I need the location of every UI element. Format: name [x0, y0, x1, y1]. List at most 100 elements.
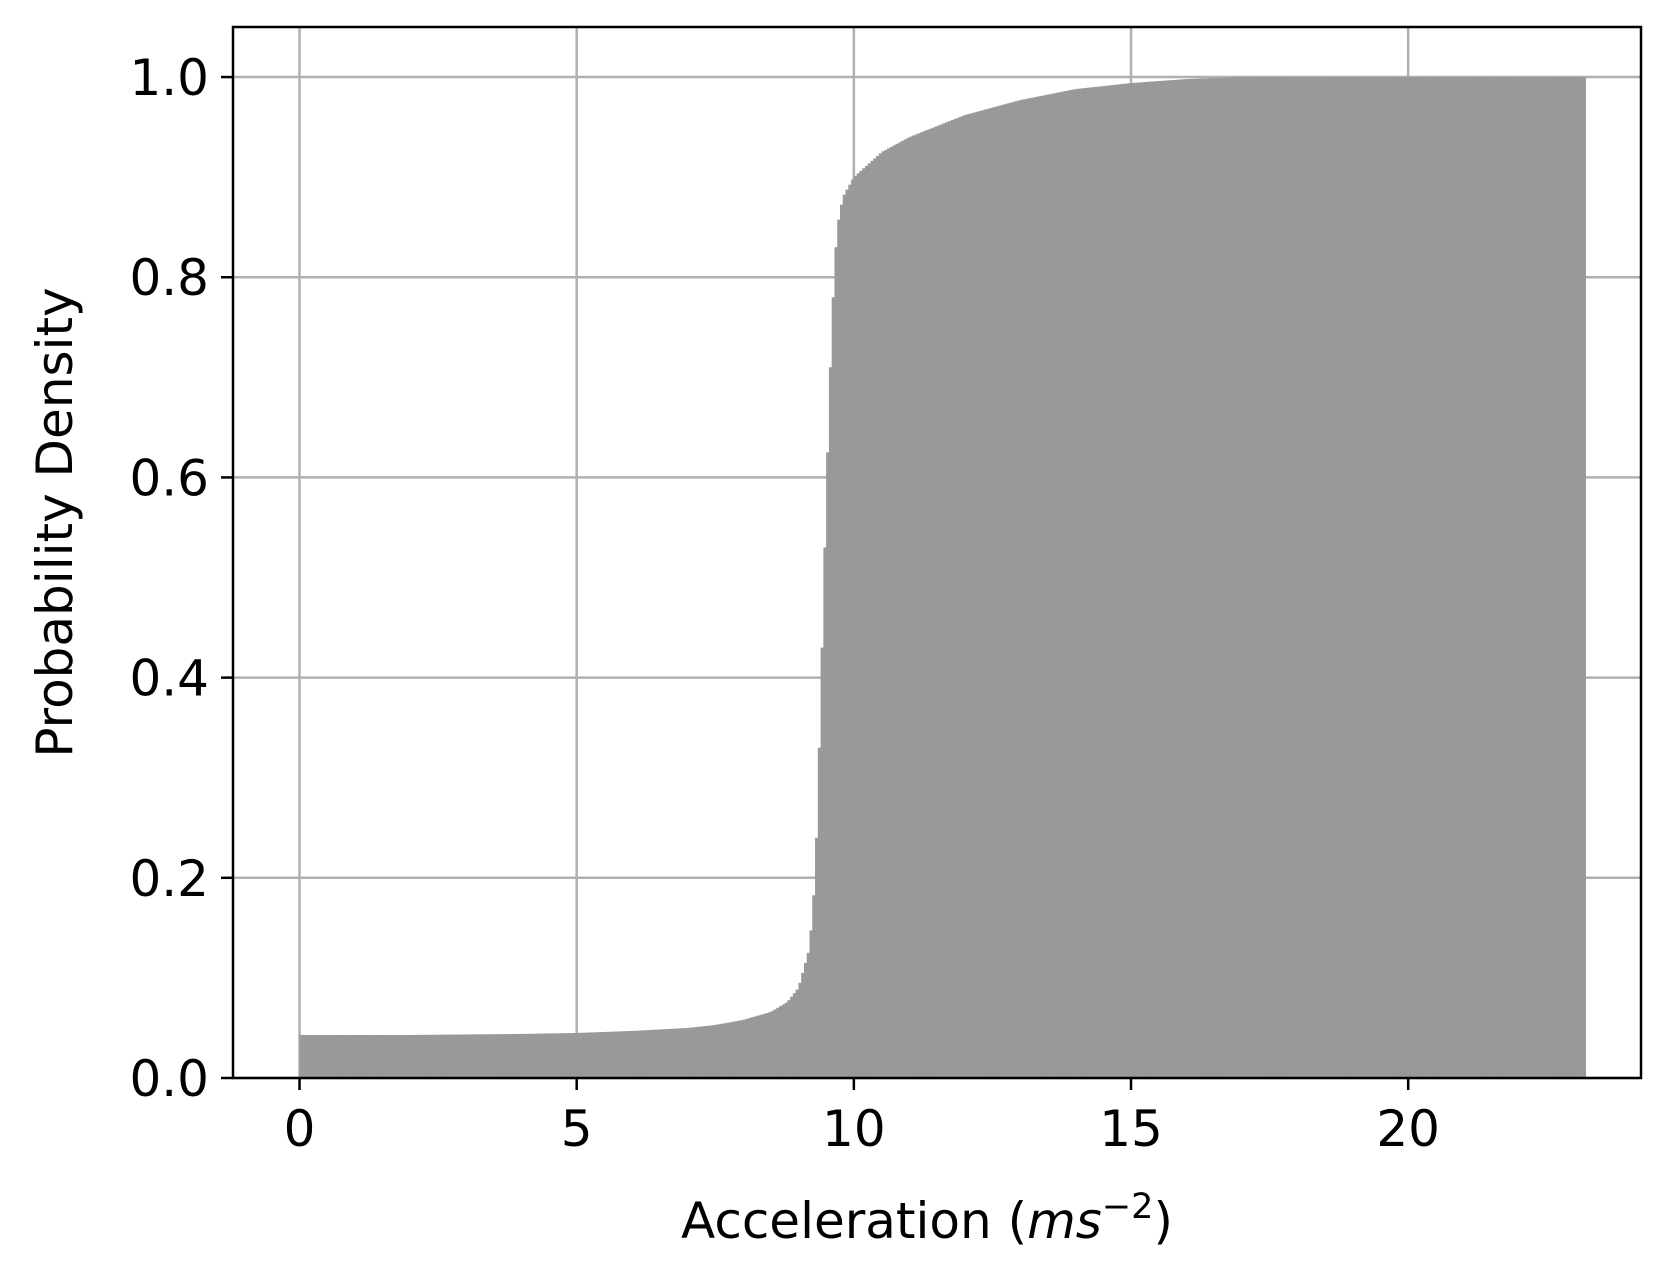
histogram-bar	[1119, 84, 1124, 1079]
histogram-bar	[651, 1029, 655, 1078]
histogram-bar	[1513, 77, 1517, 1079]
histogram-bar	[1169, 80, 1173, 1078]
histogram-bar	[471, 1034, 475, 1078]
histogram-bar	[1000, 104, 1004, 1079]
histogram-bar	[1505, 77, 1509, 1079]
histogram-bar	[770, 1011, 774, 1078]
histogram-bar	[1541, 77, 1545, 1079]
histogram-bar	[1072, 89, 1076, 1079]
histogram-bar	[1319, 77, 1323, 1079]
histogram-bar	[1200, 78, 1204, 1078]
histogram-bar	[1374, 77, 1379, 1079]
histogram-bar	[1316, 77, 1320, 1079]
histogram-bar	[1327, 77, 1331, 1079]
histogram-bar	[1555, 77, 1559, 1079]
histogram-bar	[1300, 77, 1304, 1079]
histogram-bar	[1372, 77, 1376, 1079]
x-axis-label-unit: ms	[1027, 1192, 1102, 1250]
histogram-bar	[463, 1034, 467, 1078]
histogram-bar	[1483, 77, 1487, 1079]
y-tick-label: 1.0	[129, 49, 209, 107]
histogram-bar	[1158, 80, 1162, 1078]
histogram-bar	[701, 1026, 705, 1078]
histogram-bar	[1264, 77, 1268, 1079]
histogram-bar	[1449, 77, 1453, 1079]
histogram-bar	[427, 1034, 431, 1078]
histogram-bar	[809, 930, 813, 1078]
histogram-bar	[515, 1033, 519, 1078]
histogram-bar	[914, 134, 918, 1078]
histogram-bar	[388, 1034, 392, 1078]
histogram-bar	[787, 1000, 791, 1078]
histogram-bar	[1014, 101, 1018, 1078]
histogram-bar	[934, 126, 938, 1079]
histogram-bar	[1446, 77, 1451, 1079]
histogram-bar	[654, 1029, 658, 1078]
histogram-bar	[1175, 79, 1179, 1079]
histogram-bar	[1491, 77, 1495, 1079]
histogram-bar	[909, 136, 913, 1078]
histogram-bar	[1042, 95, 1046, 1078]
histogram-bar	[975, 111, 979, 1079]
histogram-bar	[1067, 90, 1071, 1078]
histogram-bar	[859, 170, 863, 1078]
histogram-bar	[307, 1034, 312, 1078]
histogram-bar	[607, 1031, 611, 1078]
histogram-bar	[1036, 96, 1040, 1079]
histogram-bar	[1094, 86, 1099, 1079]
histogram-bar	[357, 1034, 361, 1078]
histogram-bar	[629, 1031, 633, 1078]
histogram-bar	[1471, 77, 1476, 1079]
histogram-bar	[1507, 77, 1512, 1079]
histogram-bar	[670, 1028, 675, 1078]
histogram-bar	[1081, 88, 1085, 1078]
histogram-bar	[867, 163, 871, 1078]
histogram-bar	[815, 837, 819, 1078]
histogram-bar	[368, 1034, 372, 1078]
histogram-bar	[313, 1034, 317, 1078]
histogram-bar	[1247, 77, 1251, 1079]
histogram-bar	[1391, 77, 1395, 1079]
histogram-bar	[903, 139, 907, 1078]
histogram-bar	[1131, 82, 1135, 1078]
histogram-bar	[870, 160, 874, 1078]
histogram-bar	[446, 1034, 450, 1078]
histogram-bar	[806, 952, 810, 1078]
histogram-bar	[657, 1029, 661, 1078]
histogram-bar	[709, 1025, 713, 1078]
histogram-bar	[507, 1034, 511, 1078]
histogram-bar	[1244, 77, 1248, 1079]
histogram-bar	[1222, 77, 1226, 1078]
histogram-bar	[557, 1033, 561, 1078]
histogram-bar	[468, 1034, 472, 1078]
histogram-bar	[798, 982, 802, 1078]
histogram-bar	[695, 1026, 700, 1078]
histogram-bar	[1236, 77, 1240, 1079]
histogram-bar	[451, 1034, 456, 1078]
histogram-bar	[997, 105, 1002, 1078]
histogram-bar	[1311, 77, 1315, 1079]
histogram-bar	[360, 1034, 364, 1078]
histogram-bar	[1017, 100, 1021, 1078]
histogram-bar	[839, 204, 844, 1078]
histogram-bar	[754, 1016, 758, 1078]
histogram-bar	[959, 116, 963, 1079]
histogram-bar	[1039, 95, 1043, 1078]
histogram-bar	[1322, 77, 1326, 1079]
histogram-bar	[817, 747, 821, 1078]
histogram-bar	[742, 1019, 747, 1078]
x-axis-ticks: 0 5 10 15 20	[284, 1078, 1440, 1158]
histogram-bar	[1125, 83, 1129, 1078]
histogram-bar	[1078, 88, 1082, 1078]
histogram-bar	[873, 158, 877, 1078]
histogram-bar	[512, 1034, 517, 1078]
histogram-bar	[1413, 77, 1417, 1079]
histogram-bar	[1164, 80, 1168, 1078]
histogram-bar	[485, 1034, 489, 1078]
histogram-bar	[324, 1034, 328, 1078]
histogram-bar	[316, 1034, 320, 1078]
histogram-bar	[826, 452, 830, 1078]
histogram-bar	[410, 1034, 414, 1078]
histogram-bar	[734, 1021, 738, 1078]
